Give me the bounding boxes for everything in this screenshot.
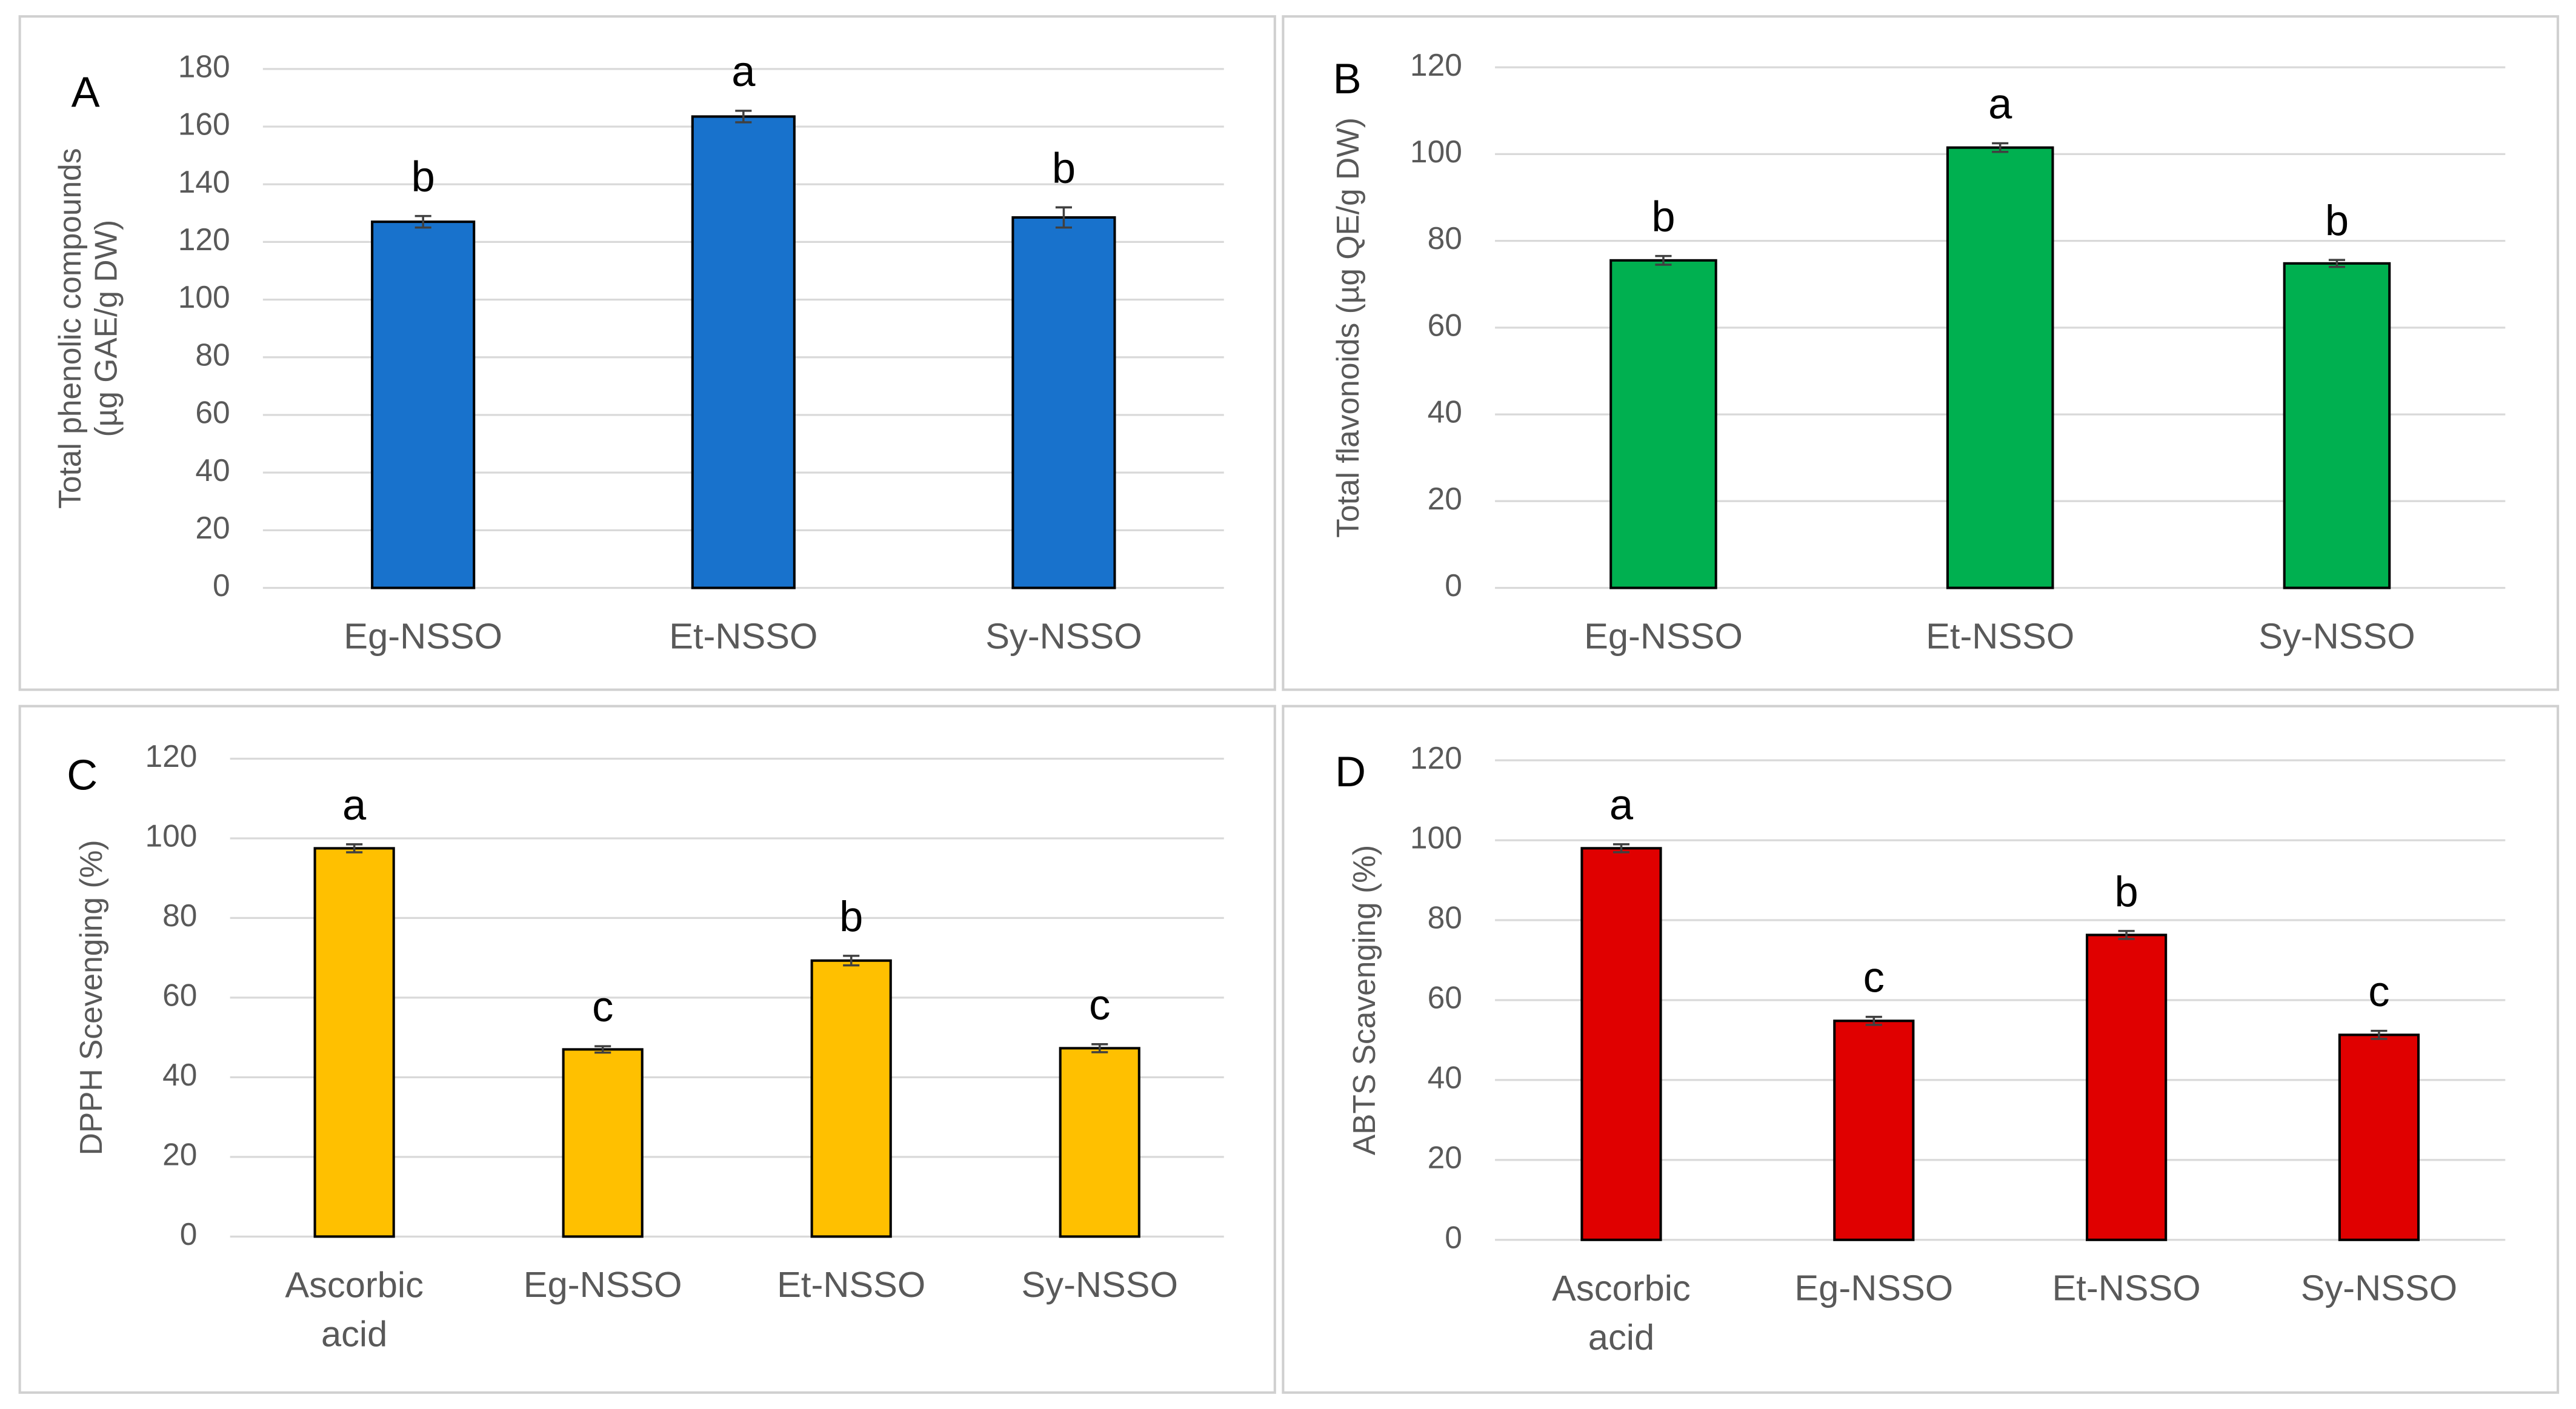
x-tick-label: Sy-NSSO bbox=[2301, 1268, 2457, 1308]
significance-letter: a bbox=[731, 47, 756, 95]
y-tick-label: 40 bbox=[1428, 1060, 1462, 1095]
significance-letter: c bbox=[1863, 953, 1885, 1001]
x-tick-label: Sy-NSSO bbox=[2258, 615, 2415, 656]
bar bbox=[2338, 1033, 2420, 1241]
significance-letter: b bbox=[2115, 867, 2138, 915]
y-tick-label: 60 bbox=[1428, 307, 1462, 342]
significance-letter: a bbox=[1988, 79, 2012, 127]
y-tick-label: 100 bbox=[178, 279, 230, 314]
x-tick-label: Eg-NSSO bbox=[1794, 1268, 1953, 1308]
significance-letter: b bbox=[411, 153, 435, 201]
x-tick-label: Eg-NSSO bbox=[344, 615, 502, 656]
y-tick-label: 160 bbox=[178, 107, 230, 142]
y-tick-label: 120 bbox=[178, 222, 230, 257]
bar bbox=[691, 115, 796, 589]
panel-label: B bbox=[1333, 55, 1362, 102]
y-tick-label: 60 bbox=[195, 395, 230, 430]
y-tick-label: 40 bbox=[195, 453, 230, 488]
bar bbox=[1833, 1019, 1915, 1241]
y-tick-label: 20 bbox=[1428, 1139, 1462, 1175]
x-tick-label: Et-NSSO bbox=[777, 1264, 925, 1305]
significance-letter: b bbox=[2325, 196, 2349, 244]
x-tick-label: Et-NSSO bbox=[1926, 615, 2074, 656]
y-tick-label: 120 bbox=[1410, 740, 1462, 775]
x-tick-label: Eg-NSSO bbox=[524, 1264, 682, 1305]
y-axis-title: (µg GAE/g DW) bbox=[88, 220, 124, 437]
y-tick-label: 40 bbox=[162, 1057, 197, 1092]
y-tick-label: 120 bbox=[145, 738, 197, 774]
y-axis-title: Total flavonoids (µg QE/g DW) bbox=[1330, 118, 1365, 538]
y-tick-label: 20 bbox=[162, 1136, 197, 1172]
panel-label: C bbox=[67, 751, 98, 799]
panel-frame bbox=[1282, 15, 2560, 691]
y-tick-label: 40 bbox=[1428, 394, 1462, 429]
y-tick-label: 80 bbox=[195, 337, 230, 372]
bar bbox=[371, 220, 476, 589]
significance-letter: c bbox=[592, 983, 613, 1030]
x-tick-label: Sy-NSSO bbox=[985, 615, 1142, 656]
bar bbox=[2086, 933, 2168, 1241]
y-axis-title: Total phenolic compounds bbox=[52, 148, 87, 509]
significance-letter: b bbox=[1651, 193, 1675, 240]
y-tick-label: 0 bbox=[213, 568, 230, 603]
significance-letter: c bbox=[1089, 981, 1110, 1029]
y-tick-label: 80 bbox=[1428, 900, 1462, 935]
x-tick-label: Ascorbic acid bbox=[285, 1264, 424, 1354]
bar bbox=[562, 1048, 644, 1238]
y-tick-label: 60 bbox=[162, 978, 197, 1013]
y-tick-label: 180 bbox=[178, 48, 230, 84]
y-tick-label: 80 bbox=[162, 898, 197, 933]
y-tick-label: 20 bbox=[195, 510, 230, 545]
x-tick-label: Sy-NSSO bbox=[1022, 1264, 1178, 1305]
y-tick-label: 120 bbox=[1410, 47, 1462, 82]
bar bbox=[1580, 847, 1662, 1241]
significance-letter: b bbox=[839, 892, 863, 940]
bar bbox=[1609, 259, 1717, 589]
y-tick-label: 80 bbox=[1428, 220, 1462, 256]
y-tick-label: 60 bbox=[1428, 980, 1462, 1015]
y-axis-title: DPPH Scevenging (%) bbox=[73, 840, 108, 1155]
y-tick-label: 100 bbox=[1410, 820, 1462, 855]
y-tick-label: 0 bbox=[1445, 1219, 1462, 1255]
panel-frame bbox=[18, 15, 1276, 691]
x-tick-label: Et-NSSO bbox=[669, 615, 817, 656]
panel-frame bbox=[18, 704, 1276, 1394]
x-tick-label: Eg-NSSO bbox=[1584, 615, 1743, 656]
y-tick-label: 140 bbox=[178, 164, 230, 199]
y-tick-label: 0 bbox=[1445, 568, 1462, 603]
panel-label: D bbox=[1335, 748, 1366, 795]
panel-label: A bbox=[72, 68, 100, 116]
bar bbox=[1946, 146, 2054, 589]
bar bbox=[313, 847, 395, 1238]
bar bbox=[810, 959, 892, 1238]
x-tick-label: Ascorbic acid bbox=[1552, 1268, 1691, 1358]
significance-letter: a bbox=[1609, 781, 1634, 829]
y-tick-label: 100 bbox=[1410, 134, 1462, 169]
bar bbox=[2283, 262, 2391, 589]
y-tick-label: 0 bbox=[180, 1216, 198, 1252]
panel-frame bbox=[1282, 704, 2560, 1394]
y-tick-label: 20 bbox=[1428, 481, 1462, 516]
significance-letter: a bbox=[342, 781, 367, 829]
bar bbox=[1011, 216, 1116, 589]
x-tick-label: Et-NSSO bbox=[2052, 1268, 2201, 1308]
bar bbox=[1059, 1047, 1140, 1238]
significance-letter: c bbox=[2368, 967, 2389, 1015]
significance-letter: b bbox=[1052, 144, 1076, 191]
y-tick-label: 100 bbox=[145, 818, 197, 854]
y-axis-title: ABTS Scavenging (%) bbox=[1346, 845, 1382, 1155]
